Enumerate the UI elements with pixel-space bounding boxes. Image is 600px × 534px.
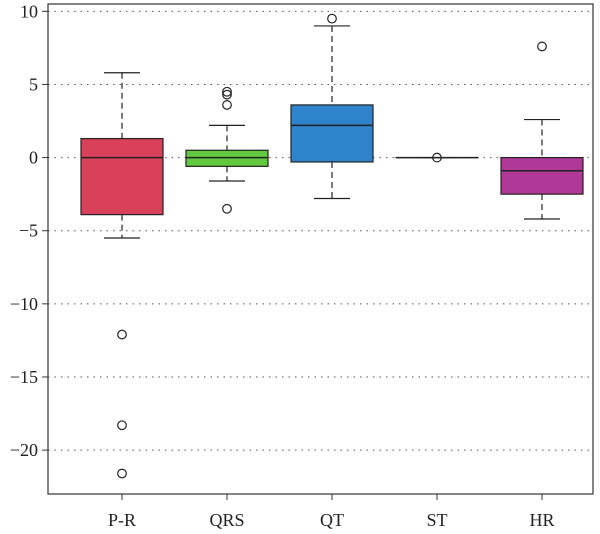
box-p-r [80, 72, 164, 479]
y-tick-label: 5 [29, 74, 38, 94]
y-tick-label: −5 [19, 221, 38, 241]
x-tick-label-st: ST [426, 510, 447, 530]
y-tick-label: −15 [10, 367, 38, 387]
outlier-point [117, 468, 127, 479]
outlier-point [117, 420, 127, 431]
x-tick-label-qt: QT [320, 510, 344, 530]
boxes [80, 13, 584, 479]
x-tick-label-qrs: QRS [209, 510, 244, 530]
y-axis: 10 5 0 −5 −10 −15 −20 [10, 1, 48, 460]
x-tick-label-p-r: P-R [108, 510, 136, 530]
outlier-point [222, 100, 232, 110]
outlier-point [117, 329, 127, 340]
outlier-point [432, 152, 442, 163]
outlier-point [327, 13, 337, 24]
outlier-point [222, 86, 232, 97]
box-qt [290, 13, 374, 200]
outlier-point [222, 203, 232, 214]
x-tick-label-hr: HR [529, 510, 554, 530]
iqr-box [80, 137, 164, 216]
outlier-point [537, 41, 547, 52]
box-qrs [185, 86, 269, 214]
box-hr [500, 41, 584, 220]
iqr-box [500, 156, 584, 195]
box-st [395, 152, 479, 163]
iqr-box [290, 104, 374, 163]
y-tick-label: 0 [29, 148, 38, 168]
y-tick-label: 10 [20, 1, 38, 21]
x-axis: P-R QRS QT ST HR [108, 494, 555, 530]
grid-lines [48, 10, 593, 451]
y-tick-label: −20 [10, 440, 38, 460]
plot-frame [47, 3, 594, 495]
y-tick-label: −10 [10, 294, 38, 314]
outlier-point [222, 89, 232, 100]
